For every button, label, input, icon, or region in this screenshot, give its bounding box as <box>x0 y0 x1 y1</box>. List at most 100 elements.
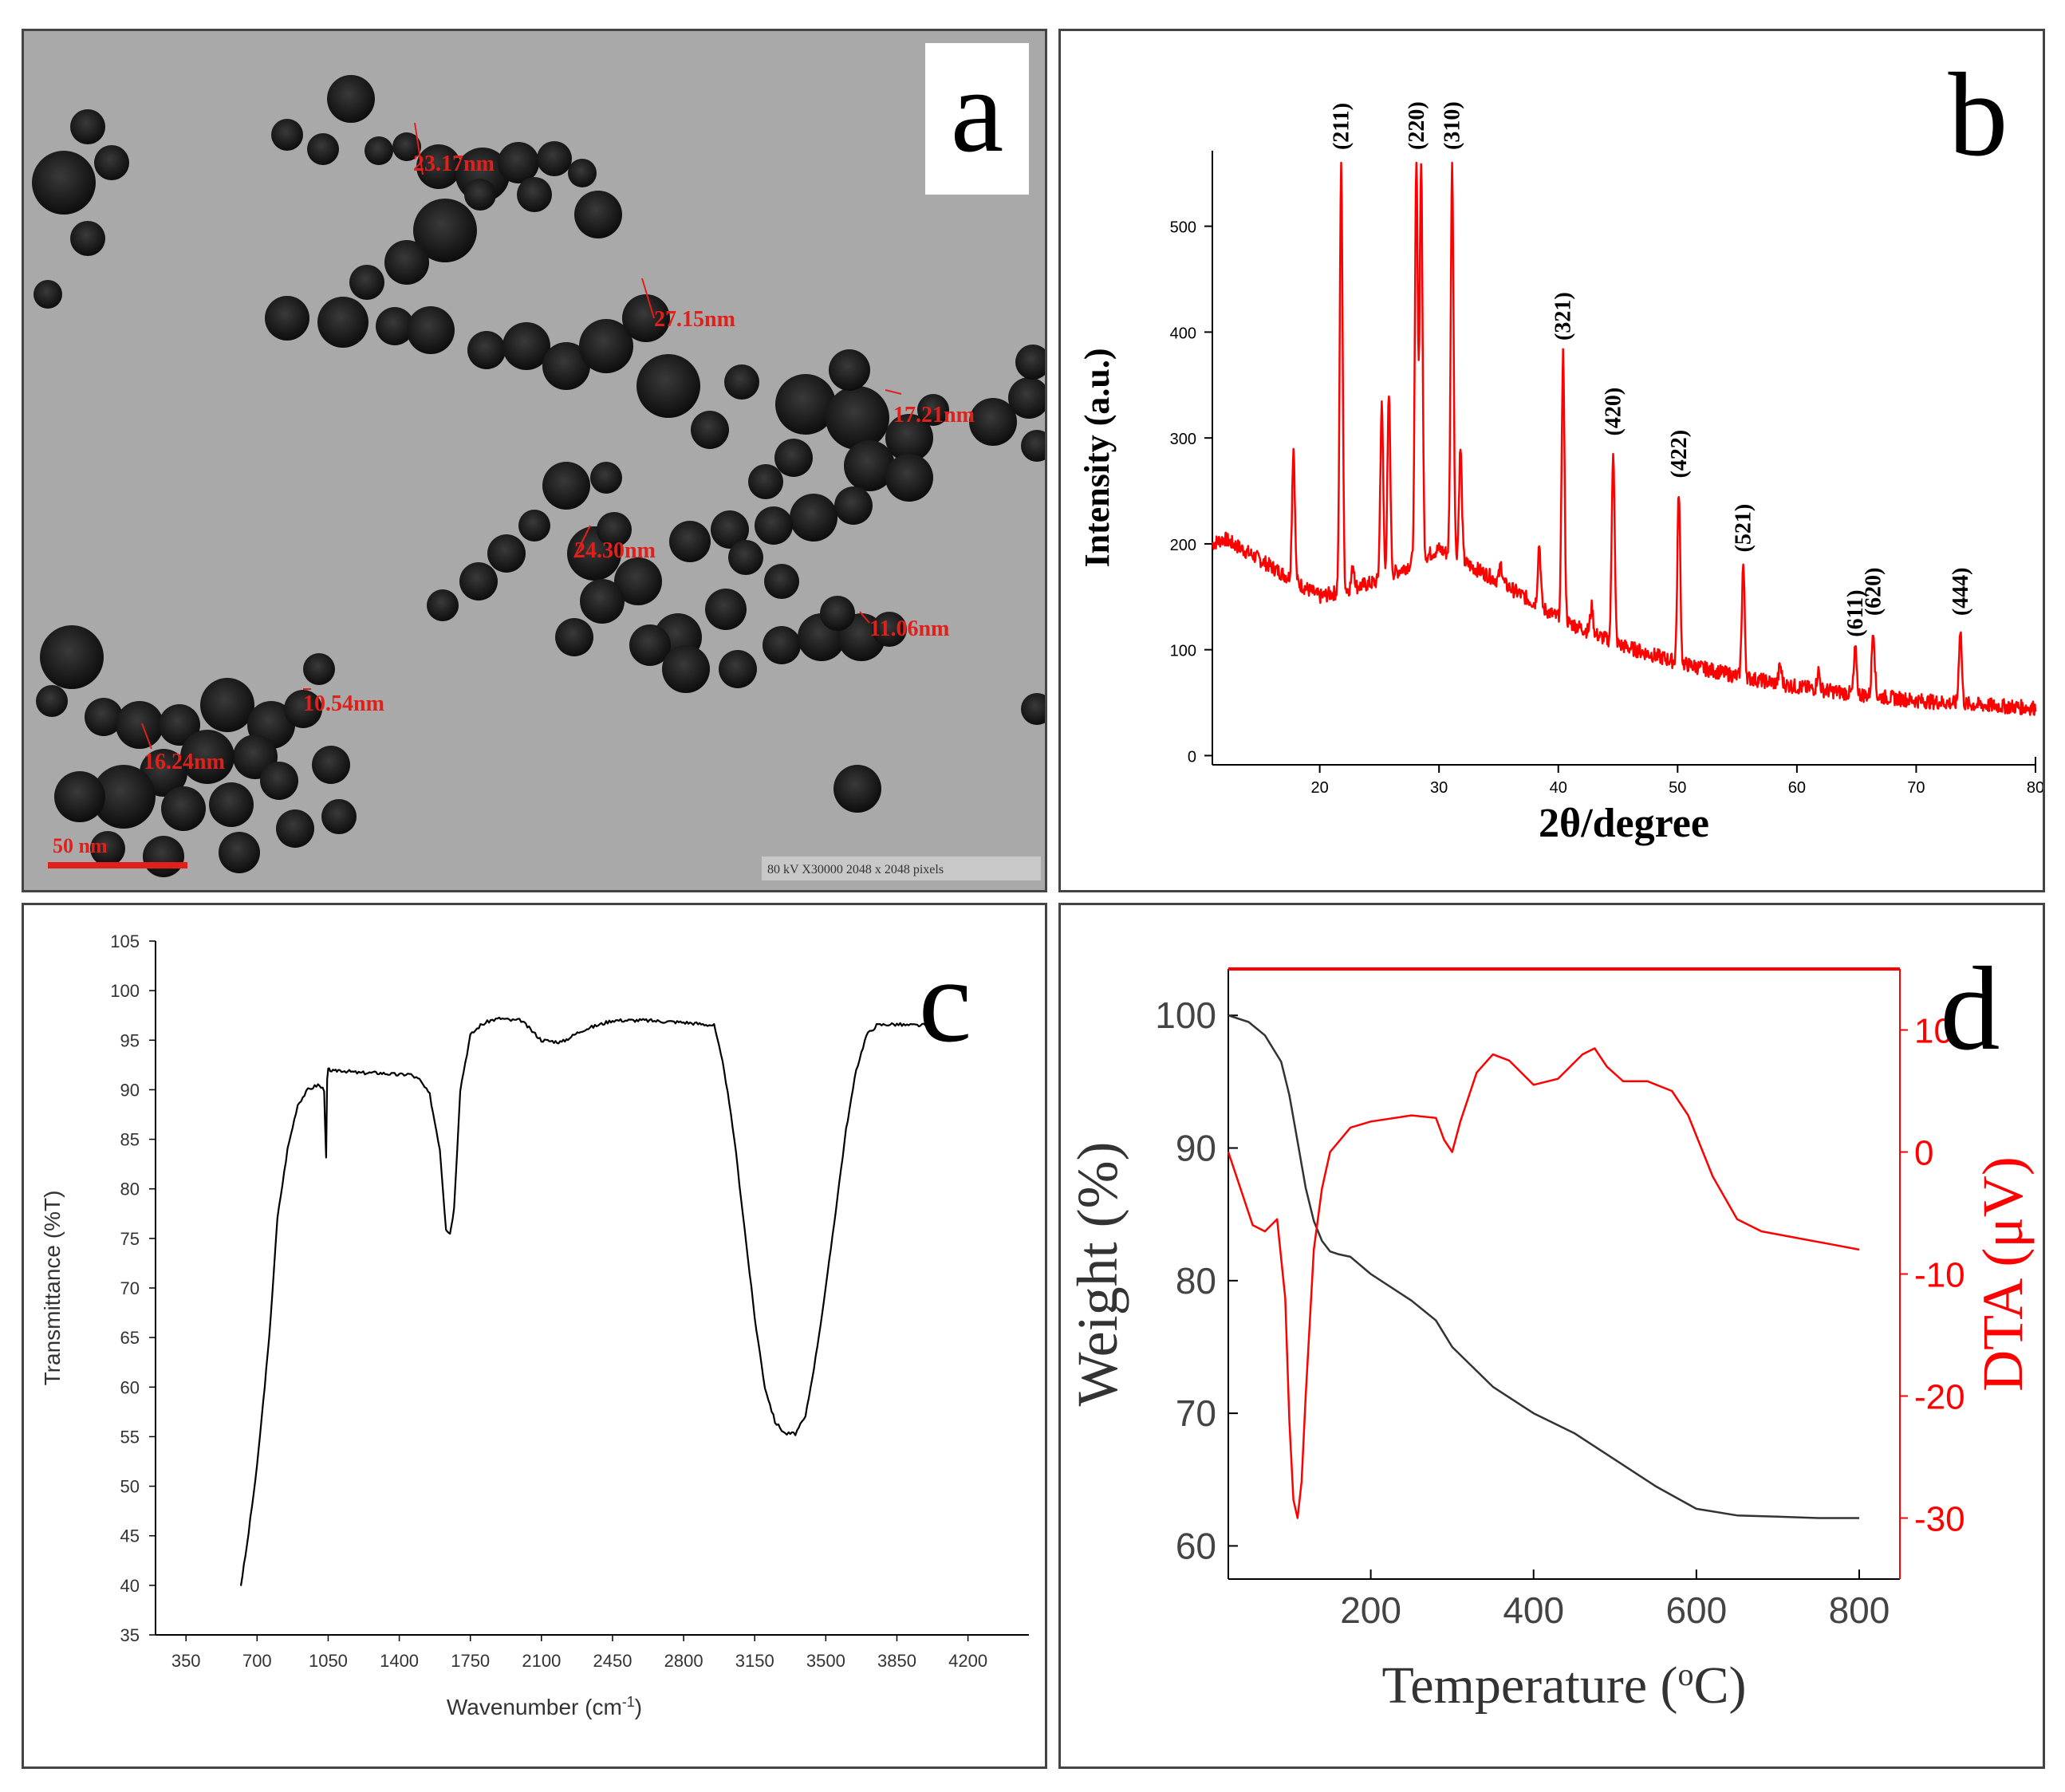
dta-line <box>1227 1047 1860 1519</box>
nanoparticle <box>427 589 459 621</box>
left-y-tick-label: 100 <box>1155 994 1216 1036</box>
measurement-label: 16.24nm <box>144 750 225 774</box>
left-y-tick-label: 70 <box>1176 1392 1216 1434</box>
right-y-tick-label: 0 <box>1914 1134 1933 1173</box>
x-tick-label: 700 <box>242 1651 272 1671</box>
nanoparticle <box>312 746 350 784</box>
panel-letter-a: a <box>925 43 1029 195</box>
nanoparticle <box>260 762 298 800</box>
peak-label: (220) <box>1405 101 1429 150</box>
nanoparticle <box>763 626 801 664</box>
panel-b-xrd-chart: 0 100 200 300 400 500 20 30 40 50 60 70 80 (211) (220)… <box>1058 29 2045 892</box>
measurement-label: 23.17nm <box>413 152 495 176</box>
right-y-tick-label: -10 <box>1914 1256 1965 1295</box>
x-tick-label: 20 <box>1310 779 1328 797</box>
y-tick-label: 90 <box>120 1080 140 1100</box>
left-y-tick-label: 80 <box>1176 1260 1216 1302</box>
y-tick-label: 85 <box>120 1130 140 1150</box>
nanoparticle <box>407 306 455 354</box>
x-axis-title: 2θ/degree <box>1539 801 1709 846</box>
nanoparticle <box>790 494 837 542</box>
nanoparticle <box>307 133 339 165</box>
nanoparticle <box>467 331 506 369</box>
x-tick-label: 3500 <box>806 1651 845 1671</box>
y-tick-label: 40 <box>120 1576 140 1596</box>
y-tick-label: 200 <box>1170 537 1196 554</box>
x-tick-label: 30 <box>1430 779 1448 797</box>
y-tick-label: 400 <box>1170 325 1196 342</box>
nanoparticle <box>284 690 322 728</box>
nanoparticle <box>143 836 184 877</box>
nanoparticle <box>775 374 836 435</box>
nanoparticle <box>487 534 526 573</box>
y-tick-label: 75 <box>120 1229 140 1249</box>
measurement-label: 10.54nm <box>303 691 384 716</box>
nanoparticle <box>636 354 700 418</box>
peak-label: (321) <box>1551 292 1576 341</box>
measurement-line <box>414 122 424 175</box>
nanoparticle <box>327 75 375 123</box>
x-tick-label: 2450 <box>593 1651 632 1671</box>
nanoparticle <box>820 596 855 631</box>
nanoparticle <box>829 349 870 391</box>
nanoparticle <box>321 799 357 834</box>
y-tick-label: 35 <box>120 1625 140 1645</box>
nanoparticle <box>555 618 593 656</box>
peak-label: (620) <box>1862 567 1886 616</box>
nanoparticle <box>755 506 793 545</box>
nanoparticle <box>70 221 105 256</box>
nanoparticle <box>376 307 414 345</box>
weight-line <box>1228 1014 1859 1519</box>
x-tick-label: 600 <box>1665 1589 1727 1631</box>
nanoparticle <box>518 510 550 542</box>
nanoparticle <box>498 142 539 183</box>
size-annotations: 23.17nm 27.15nm 17.21nm 24.30nm 11.06nm 10.54… <box>141 122 975 774</box>
nanoparticle <box>711 510 749 549</box>
nanoparticle <box>705 589 747 630</box>
y-tick-label: 100 <box>1170 643 1196 660</box>
right-y-tick-label: -30 <box>1914 1500 1965 1539</box>
nanoparticle <box>70 109 105 144</box>
nanoparticle <box>1015 345 1045 380</box>
nanoparticle <box>416 144 461 189</box>
measurement-line <box>641 278 655 319</box>
x-tick-label: 70 <box>1907 779 1925 797</box>
x-tick-label: 2800 <box>664 1651 703 1671</box>
nanoparticle <box>116 701 164 749</box>
nanoparticle <box>833 765 881 813</box>
y-tick-label: 300 <box>1170 431 1196 448</box>
x-tick-label: 40 <box>1550 779 1567 797</box>
nanoparticle <box>542 342 590 390</box>
y-tick-label: 45 <box>120 1526 140 1546</box>
peak-label: (611) <box>1843 590 1868 637</box>
nanoparticle <box>180 730 234 784</box>
nanoparticle <box>459 562 498 601</box>
left-y-tick-label: 60 <box>1176 1525 1216 1566</box>
nanoparticle <box>580 579 625 624</box>
measurement-line <box>573 525 591 558</box>
nanoparticle <box>614 557 662 605</box>
nanoparticle <box>568 159 597 187</box>
x-tick-label: 200 <box>1340 1589 1401 1631</box>
peak-label: (521) <box>1732 504 1756 553</box>
y-tick-label: 65 <box>120 1328 140 1348</box>
x-tick-label: 4200 <box>948 1651 987 1671</box>
nanoparticle <box>597 512 632 547</box>
nanoparticle <box>90 831 125 866</box>
nanoparticle <box>85 698 123 736</box>
footer-box <box>762 857 1041 880</box>
nanoparticle <box>724 364 759 400</box>
left-y-tick-label: 90 <box>1176 1128 1216 1169</box>
tem-micrograph: 23.17nm 27.15nm 17.21nm 24.30nm 11.06nm 10.54… <box>32 75 1045 880</box>
y-axis-title: Intensity (a.u.) <box>1078 348 1117 567</box>
nanoparticle <box>209 782 254 827</box>
nanoparticle <box>885 414 933 462</box>
x-tick-label: 1750 <box>451 1651 490 1671</box>
x-tick-label: 1050 <box>309 1651 348 1671</box>
right-y-tick-label: -20 <box>1914 1378 1965 1417</box>
x-tick-label: 350 <box>171 1651 201 1671</box>
y-tick-label: 80 <box>120 1180 140 1199</box>
nanoparticle <box>537 141 572 176</box>
x-tick-label: 3850 <box>877 1651 916 1671</box>
nanoparticle <box>464 179 496 211</box>
